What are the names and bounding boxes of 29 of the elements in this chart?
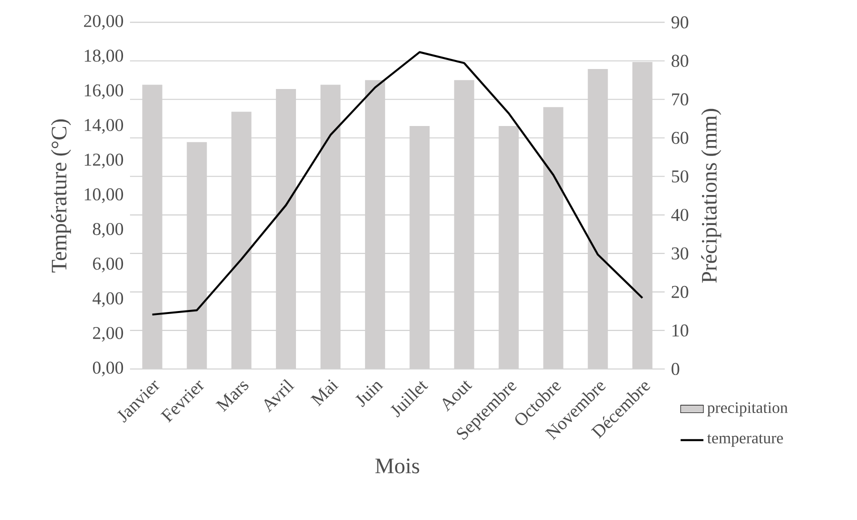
- y-tick-label: 20,00: [84, 14, 124, 30]
- y-tick-label: 10,00: [84, 188, 124, 204]
- x-tick-label: Juin: [355, 382, 384, 408]
- y-tick-label: 2,00: [93, 326, 124, 342]
- legend-label: temperature: [707, 434, 783, 447]
- x-tick-label: Mai: [310, 379, 339, 406]
- y-tick-label: 12,00: [84, 154, 124, 168]
- y2-tick-label: 0: [672, 362, 680, 376]
- y2-tick-label: 20: [672, 286, 688, 298]
- y-tick-label: 4,00: [92, 292, 124, 308]
- y2-tick-label: 50: [672, 170, 688, 182]
- y2-tick-label: 80: [672, 54, 688, 67]
- y2-tick-label: 60: [672, 132, 688, 144]
- y2-axis-title: Précipitations (mm): [701, 108, 722, 283]
- y-tick-label: 0,00: [92, 362, 124, 376]
- y2-tick-label: 30: [672, 247, 688, 260]
- y-tick-label: 8,00: [92, 222, 124, 238]
- y-axis-title: Température (°C): [51, 119, 71, 272]
- x-axis-title: Mois: [375, 458, 420, 474]
- y-tick-label: 6,00: [93, 258, 124, 272]
- y-tick-label: 16,00: [84, 84, 124, 100]
- y2-tick-label: 90: [672, 16, 688, 28]
- y2-tick-label: 70: [672, 93, 688, 106]
- legend-label: precipitation: [707, 402, 788, 416]
- y-tick-label: 14,00: [84, 118, 124, 134]
- line-series: [151, 51, 644, 316]
- y2-tick-label: 10: [672, 324, 688, 337]
- y-tick-label: 18,00: [84, 50, 124, 64]
- y2-tick-label: 40: [671, 208, 688, 221]
